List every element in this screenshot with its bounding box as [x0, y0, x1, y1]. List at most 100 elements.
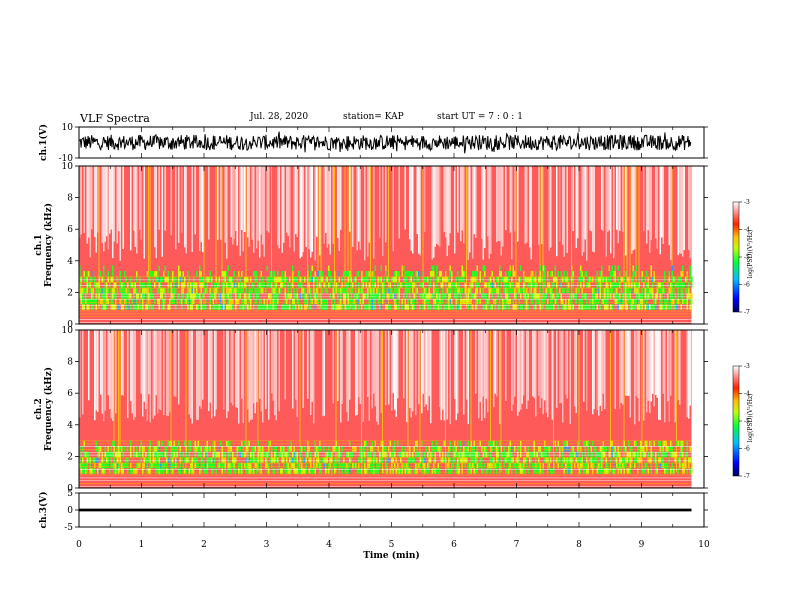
ch2-spectrogram-cell	[317, 462, 319, 469]
ch1-spectrogram-cell	[529, 276, 531, 283]
ch2-spectrogram-cell	[182, 462, 184, 469]
ch2-spectrogram-cell	[434, 451, 436, 458]
ch2-spectrogram-cell	[112, 440, 114, 447]
ch1-spectrogram-cell	[356, 293, 358, 299]
ch3-waveform-y-tick-label: 0	[67, 506, 73, 516]
ch2-spectrogram-cell	[578, 468, 580, 474]
ch1-spectrogram-cell	[629, 298, 631, 305]
ch2-spectrogram-cell	[124, 446, 126, 452]
ch1-spectrogram-cell	[139, 287, 141, 294]
ch1-spectrogram-cell	[568, 276, 570, 283]
ch2-spectrogram-cell	[206, 446, 208, 452]
ch1-spectrogram-cell	[214, 287, 216, 294]
ch1-spectrogram-cell	[415, 287, 417, 294]
ch1-spectrogram-cell	[416, 271, 418, 277]
ch1-spectrogram-cell	[214, 282, 216, 288]
ch1-spectrogram-burst	[635, 166, 637, 309]
ch2-spectrogram-column	[178, 330, 180, 405]
ch2-spectrogram-cell	[272, 457, 274, 463]
ch1-spectrogram-cell	[298, 271, 300, 277]
ch2-spectrogram-cell	[490, 440, 492, 447]
ch2-spectrogram-cell	[689, 468, 691, 474]
ch2-spectrogram-column	[242, 330, 244, 424]
ch2-spectrogram-cell	[214, 462, 216, 469]
ch1-spectrogram-cell	[268, 276, 270, 283]
ch2-spectrogram-cell	[664, 462, 666, 469]
ch1-spectrogram-cell	[200, 282, 202, 288]
ch2-spectrogram-cell	[223, 462, 225, 469]
ch1-spectrogram-cell	[602, 298, 604, 305]
ch1-spectrogram-cell	[508, 276, 510, 283]
ch1-spectrogram-cell	[382, 282, 384, 288]
ch2-spectrogram-cell	[542, 468, 544, 474]
ch2-spectrogram-cell	[299, 468, 301, 474]
ch1-spectrogram-cell	[340, 287, 342, 294]
ch1-spectrogram-cell	[301, 276, 303, 283]
ch1-spectrogram-cell	[544, 298, 546, 305]
ch2-spectrogram-cell	[257, 457, 259, 463]
ch1-spectrogram-cell	[490, 304, 492, 310]
ch1-spectrogram-cell	[487, 304, 489, 310]
ch2-spectrogram-cell	[421, 468, 423, 474]
ch2-spectrogram-cell	[391, 468, 393, 474]
ch2-spectrogram-cell	[671, 462, 673, 469]
ch1-spectrogram-cell	[563, 271, 565, 277]
ch1-spectrogram-cell	[284, 282, 286, 288]
ch1-spectrogram-cell	[308, 276, 310, 283]
ch1-spectrogram-cell	[181, 276, 183, 283]
ch1-spectrogram-cell	[601, 282, 603, 288]
ch2-spectrogram-cell	[449, 468, 451, 474]
ch1-spectrogram-cell	[637, 282, 639, 288]
ch1-spectrogram-cell	[479, 276, 481, 283]
ch1-spectrogram-cell	[436, 276, 438, 283]
ch1-spectrogram-cell	[358, 271, 360, 277]
ch1-spectrogram-cell	[340, 304, 342, 310]
ch2-spectrogram-cell	[566, 457, 568, 463]
ch1-spectrogram-cell	[407, 282, 409, 288]
ch1-spectrogram-cell	[310, 287, 312, 294]
ch2-spectrogram-cell	[497, 457, 499, 463]
ch1-spectrogram-cell	[358, 293, 360, 299]
ch2-spectrogram-cell	[304, 457, 306, 463]
ch2-spectrogram-column	[295, 330, 297, 400]
ch1-spectrogram-cell	[689, 265, 691, 271]
ch2-spectrogram-column	[542, 330, 544, 415]
ch1-spectrogram-cell	[232, 276, 234, 283]
ch1-spectrogram-cell	[457, 271, 459, 277]
ch1-spectrogram-cell	[355, 304, 357, 310]
ch2-spectrogram-column	[428, 330, 430, 397]
ch1-spectrogram-column	[299, 166, 301, 259]
ch1-spectrogram-cell	[305, 298, 307, 305]
ch2-spectrogram-cell	[100, 462, 102, 469]
ch1-spectrogram-cell	[476, 304, 478, 310]
ch2-spectrogram-burst	[676, 330, 677, 473]
ch1-spectrogram-cell	[167, 282, 169, 288]
ch2-spectrogram-cell	[520, 440, 522, 447]
ch2-spectrogram-cell	[205, 462, 207, 469]
ch1-spectrogram-cell	[547, 304, 549, 310]
ch1-spectrogram-cell	[293, 276, 295, 283]
ch2-spectrogram-cell	[622, 462, 624, 469]
ch1-spectrogram-cell	[425, 287, 427, 294]
ch1-spectrogram-column	[529, 166, 531, 248]
ch1-spectrogram-cell	[677, 282, 679, 288]
ch2-spectrogram-cell	[637, 446, 639, 452]
ch1-spectrogram-cell	[404, 271, 406, 277]
ch1-spectrogram-cell	[430, 276, 432, 283]
ch1-spectrogram-cell	[419, 282, 421, 288]
ch2-spectrogram-cell	[575, 451, 577, 458]
ch2-spectrogram-cell	[244, 451, 246, 458]
ch1-spectrogram-cell	[683, 298, 685, 305]
ch1-spectrogram-cell	[158, 298, 160, 305]
ch1-spectrogram-cell	[332, 282, 334, 288]
ch2-spectrogram-cell	[245, 457, 247, 463]
ch2-spectrogram-cell	[464, 446, 466, 452]
ch1-spectrogram-cell	[199, 298, 201, 305]
ch1-spectrogram-cell	[614, 265, 616, 271]
ch2-spectrogram-cell	[533, 440, 535, 447]
ch1-spectrogram-cell	[386, 293, 388, 299]
ch1-spectrogram-cell	[451, 276, 453, 283]
ch1-spectrogram-cell	[374, 298, 376, 305]
ch2-spectrogram-cell	[680, 446, 682, 452]
ch1-spectrogram-cell	[593, 304, 595, 310]
